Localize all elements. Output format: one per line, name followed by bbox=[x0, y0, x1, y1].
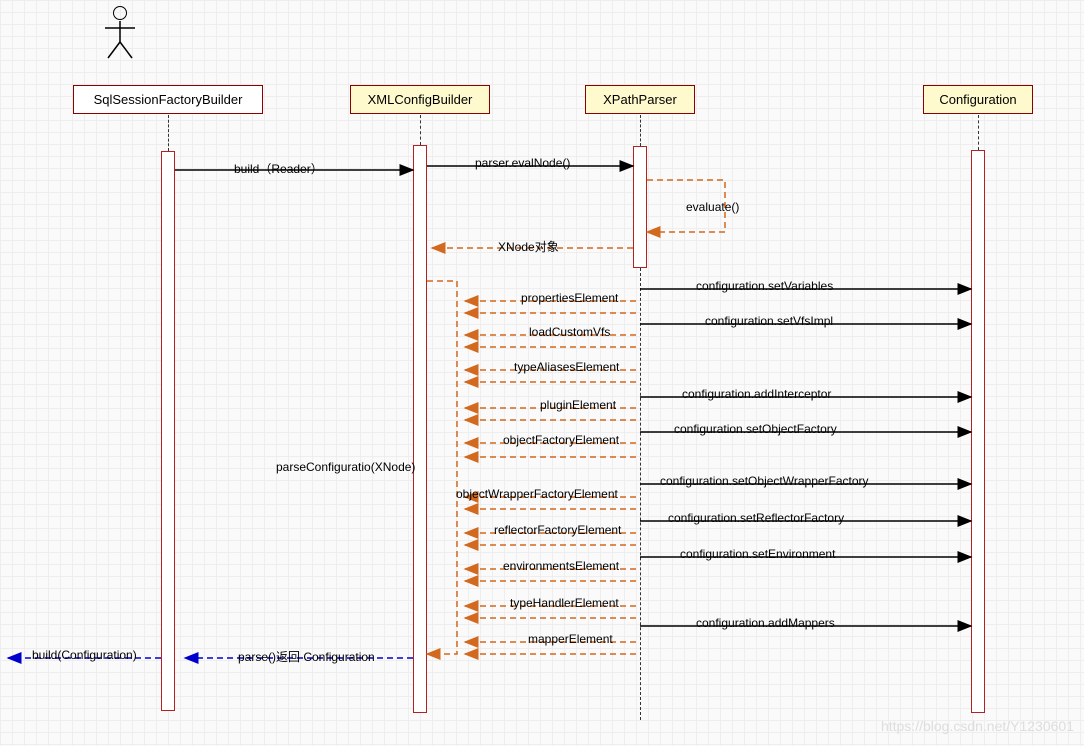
message-label: configuration.setObjectFactory bbox=[674, 422, 837, 436]
message-label: reflectorFactoryElement bbox=[494, 523, 621, 537]
message-label: propertiesElement bbox=[521, 291, 618, 305]
message-label: XNode对象 bbox=[498, 238, 559, 255]
message-label: typeHandlerElement bbox=[510, 596, 619, 610]
lifeline bbox=[168, 115, 169, 151]
message-label: evaluate() bbox=[686, 200, 739, 214]
participant-configuration: Configuration bbox=[923, 85, 1033, 114]
watermark-text: https://blog.csdn.net/Y1230601 bbox=[881, 718, 1074, 734]
message-label: parser.evalNode() bbox=[475, 156, 570, 170]
participant-sqlsessionfactorybuilder: SqlSessionFactoryBuilder bbox=[73, 85, 263, 114]
participant-label: XMLConfigBuilder bbox=[368, 92, 473, 107]
actor-icon bbox=[113, 6, 127, 20]
message-label: configuration.setEnvironment bbox=[680, 547, 835, 561]
participant-xmlconfigbuilder: XMLConfigBuilder bbox=[350, 85, 490, 114]
lifeline bbox=[420, 115, 421, 145]
lifeline bbox=[640, 115, 641, 146]
activation-bar bbox=[971, 150, 985, 713]
message-label: parseConfiguratio(XNode) bbox=[276, 460, 415, 474]
activation-bar bbox=[633, 146, 647, 268]
message-label: typeAliasesElement bbox=[514, 360, 619, 374]
sequence-diagram-canvas: SqlSessionFactoryBuilder XMLConfigBuilde… bbox=[0, 0, 1084, 746]
activation-bar bbox=[413, 145, 427, 713]
message-label: build(Configuration) bbox=[32, 648, 137, 662]
participant-label: Configuration bbox=[939, 92, 1016, 107]
participant-label: XPathParser bbox=[603, 92, 677, 107]
message-label: parse()返回 Configuration bbox=[238, 648, 375, 665]
message-label: configuration.addInterceptor bbox=[682, 387, 831, 401]
participant-label: SqlSessionFactoryBuilder bbox=[94, 92, 243, 107]
message-label: pluginElement bbox=[540, 398, 616, 412]
lifeline bbox=[640, 268, 641, 720]
message-label: configuration.setReflectorFactory bbox=[668, 511, 844, 525]
message-label: build（Reader） bbox=[234, 160, 323, 177]
message-label: environmentsElement bbox=[503, 559, 619, 573]
participant-xpathparser: XPathParser bbox=[585, 85, 695, 114]
message-label: objectWrapperFactoryElement bbox=[456, 487, 618, 501]
lifeline bbox=[978, 115, 979, 150]
message-label: configuration.addMappers bbox=[696, 616, 835, 630]
message-label: objectFactoryElement bbox=[503, 433, 619, 447]
message-label: mapperElement bbox=[528, 632, 613, 646]
message-label: configuration.setVariables bbox=[696, 279, 833, 293]
message-label: configuration.setObjectWrapperFactory bbox=[660, 474, 869, 488]
message-label: configuration.setVfsImpl bbox=[705, 314, 833, 328]
message-label: loadCustomVfs bbox=[529, 325, 610, 339]
activation-bar bbox=[161, 151, 175, 711]
